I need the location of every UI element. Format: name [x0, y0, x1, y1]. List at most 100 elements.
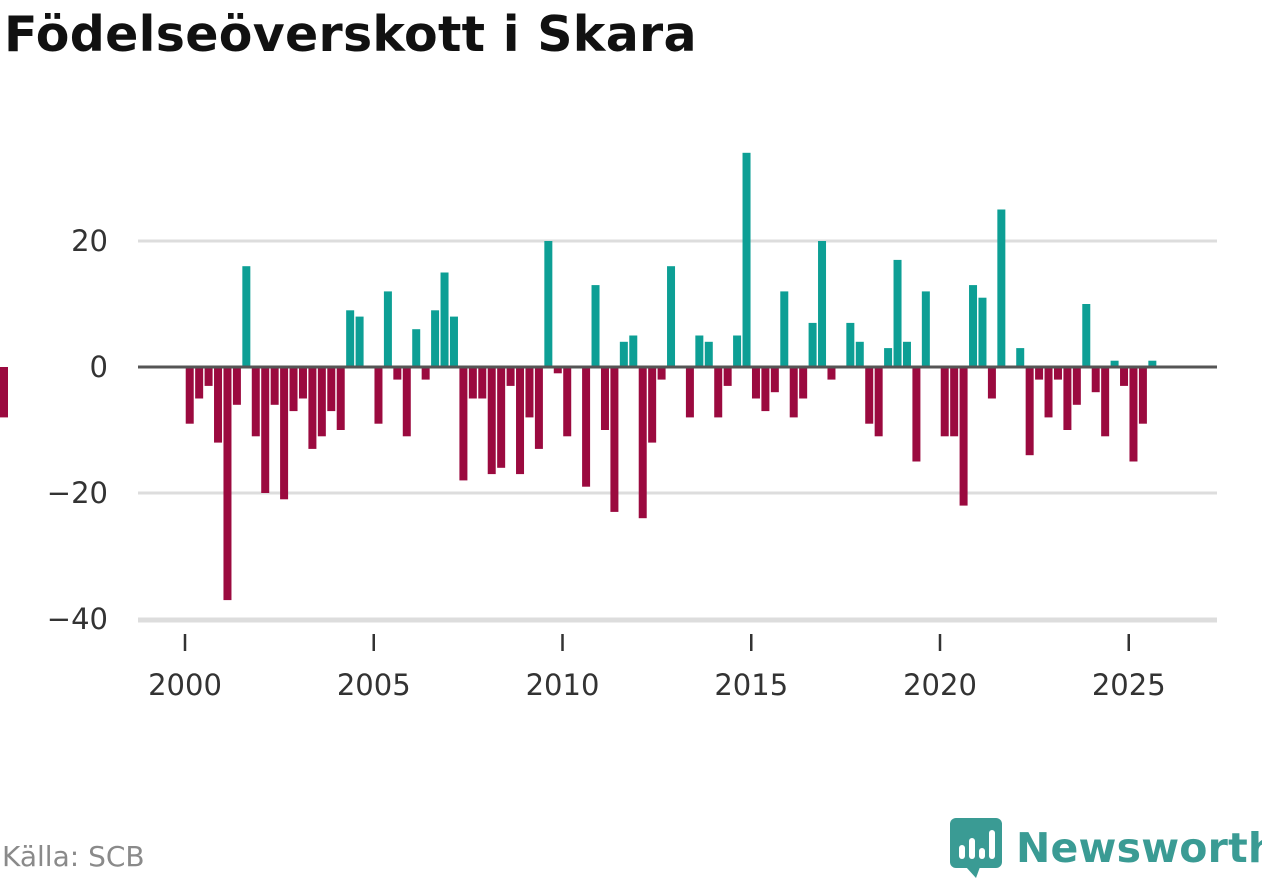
- bar: [704, 341, 713, 367]
- bar: [223, 367, 232, 601]
- bar: [497, 367, 506, 468]
- bar: [440, 272, 449, 367]
- bar: [214, 367, 223, 443]
- bar: [232, 367, 241, 405]
- bar: [846, 322, 855, 367]
- page-title: Födelseöverskott i Skara: [4, 6, 697, 63]
- y-tick-label: 20: [71, 224, 108, 258]
- bar: [657, 367, 666, 380]
- bar: [997, 209, 1006, 367]
- bar: [393, 367, 402, 380]
- bar: [1063, 367, 1072, 430]
- brand-logo[interactable]: Newsworthy: [950, 818, 1262, 878]
- bar: [667, 266, 676, 367]
- x-tick-label: 2020: [903, 668, 977, 702]
- bar: [648, 367, 657, 443]
- bar: [534, 367, 543, 449]
- newsworthy-bar-logo-icon: [950, 818, 1002, 878]
- bar: [780, 291, 789, 367]
- bar: [912, 367, 921, 462]
- bar: [308, 367, 317, 449]
- bar: [412, 329, 421, 367]
- bar: [0, 367, 8, 418]
- bar: [1044, 367, 1053, 418]
- bar: [525, 367, 534, 418]
- bar: [242, 266, 251, 367]
- bar: [855, 341, 864, 367]
- bar: [270, 367, 279, 405]
- bar: [638, 367, 647, 519]
- bar: [978, 297, 987, 367]
- bar: [1120, 367, 1129, 386]
- bar: [959, 367, 968, 506]
- bar: [950, 367, 959, 437]
- bar: [374, 367, 383, 424]
- bar: [921, 291, 930, 367]
- bar: [761, 367, 770, 412]
- bar: [629, 335, 638, 367]
- bar: [336, 367, 345, 430]
- bar: [1082, 304, 1091, 367]
- bar: [808, 322, 817, 367]
- bar: [289, 367, 298, 412]
- bar: [280, 367, 289, 500]
- bar: [940, 367, 949, 437]
- bar: [742, 152, 751, 367]
- bar: [261, 367, 270, 493]
- bar: [582, 367, 591, 487]
- bar: [355, 316, 364, 367]
- bar: [478, 367, 487, 399]
- bar: [516, 367, 525, 475]
- bar: [298, 367, 307, 399]
- bar: [619, 341, 628, 367]
- bar: [733, 335, 742, 367]
- bar: [506, 367, 515, 386]
- x-tick-label: 2010: [526, 668, 600, 702]
- x-tick-label: 2005: [337, 668, 411, 702]
- bar: [884, 348, 893, 367]
- bar: [685, 367, 694, 418]
- x-tick-label: 2025: [1092, 668, 1166, 702]
- bar: [185, 367, 194, 424]
- bar: [714, 367, 723, 418]
- bar: [865, 367, 874, 424]
- y-tick-label: −40: [47, 602, 108, 636]
- bar: [1025, 367, 1034, 456]
- bar: [1129, 367, 1138, 462]
- bar: [751, 367, 760, 399]
- bar: [827, 367, 836, 380]
- bar: [204, 367, 213, 386]
- bar: [799, 367, 808, 399]
- bar: [195, 367, 204, 399]
- bar: [969, 285, 978, 367]
- bar: [591, 285, 600, 367]
- bar: [600, 367, 609, 430]
- bar: [723, 367, 732, 386]
- bar: [383, 291, 392, 367]
- bar: [449, 316, 458, 367]
- bar: [1091, 367, 1100, 393]
- bar: [346, 310, 355, 367]
- bar: [1035, 367, 1044, 380]
- bar: [1072, 367, 1081, 405]
- bar: [1110, 360, 1119, 367]
- bar: [402, 367, 411, 437]
- gridlines: [138, 239, 1217, 621]
- bar: [987, 367, 996, 399]
- bar: [327, 367, 336, 412]
- axes: −40 −20 0 20 2000 2005 2010 2015 2020 2025: [47, 224, 1217, 702]
- bar: [251, 367, 260, 437]
- bar: [1138, 367, 1147, 424]
- bar: [893, 259, 902, 367]
- bar: [544, 241, 553, 367]
- x-tick-label: 2000: [148, 668, 222, 702]
- bar: [459, 367, 468, 481]
- bar: [1101, 367, 1110, 437]
- bar: [1053, 367, 1062, 380]
- bar: [610, 367, 619, 512]
- bar: [431, 310, 440, 367]
- bar: [1016, 348, 1025, 367]
- bar: [487, 367, 496, 475]
- bar: [770, 367, 779, 393]
